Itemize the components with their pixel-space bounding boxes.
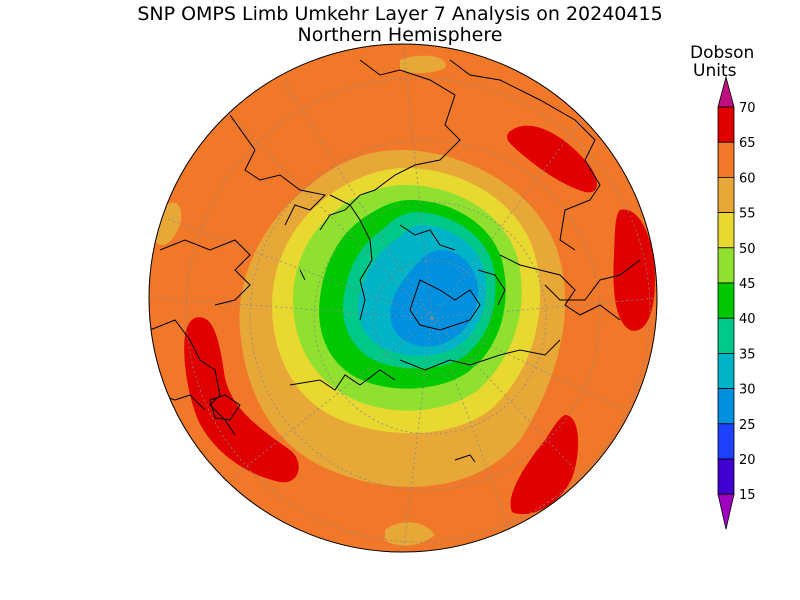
colorbar-tick-label: 55	[739, 207, 756, 222]
colorbar-tick-label: 50	[739, 242, 756, 257]
colorbar-ticks: 70 65 60 55 50 45 40 35 30 25 20 15	[739, 101, 756, 503]
colorbar-tick-label: 30	[739, 383, 756, 398]
colorbar-segment-20	[717, 458, 735, 495]
contour-65-70-west	[184, 317, 299, 483]
colorbar-tick-label: 65	[739, 136, 756, 151]
colorbar-segment-30	[717, 388, 735, 425]
contour-65-70-southeast	[510, 415, 579, 515]
colorbar-segment-70	[717, 106, 735, 143]
colorbar-segment-40	[717, 317, 735, 354]
colorbar-tick-label: 25	[739, 418, 756, 433]
coastlines	[149, 59, 641, 463]
colorbar-tick-label: 60	[739, 171, 756, 186]
colorbar-segment-50	[717, 247, 735, 284]
colorbar-under-triangle	[717, 493, 735, 530]
colorbar-tick-label: 15	[739, 488, 756, 503]
map-subtitle: Northern Hemisphere	[297, 24, 503, 46]
colorbar-segment-55	[717, 212, 735, 249]
colorbar-tick-label: 45	[739, 277, 756, 292]
colorbar-segment-60	[717, 176, 735, 213]
colorbar-over-triangle	[717, 75, 735, 108]
colorbar-tick-label: 20	[739, 453, 756, 468]
colorbar-segment-45	[717, 282, 735, 319]
colorbar-segments	[717, 75, 735, 530]
contour-65-70-east	[613, 209, 655, 331]
colorbar-tick-label: 40	[739, 312, 756, 327]
latitude-lines	[185, 77, 651, 543]
contour-55-60-bottom	[385, 522, 435, 546]
colorbar-label-line2: Units	[693, 61, 737, 81]
longitude-lines	[149, 44, 657, 552]
map-border	[148, 43, 658, 553]
colorbar-tick-label: 35	[739, 347, 756, 362]
contour-55-60-top	[400, 55, 446, 74]
colorbar-tick-label: 70	[739, 101, 756, 116]
colorbar-segment-35	[717, 352, 735, 389]
map-title: SNP OMPS Limb Umkehr Layer 7 Analysis on…	[137, 3, 663, 25]
colorbar-label-line1: Dobson	[690, 43, 754, 63]
contour-65-70-northeast	[507, 125, 598, 193]
colorbar-segment-25	[717, 423, 735, 460]
contour-25-30	[390, 250, 478, 347]
colorbar-segment-65	[717, 141, 735, 178]
